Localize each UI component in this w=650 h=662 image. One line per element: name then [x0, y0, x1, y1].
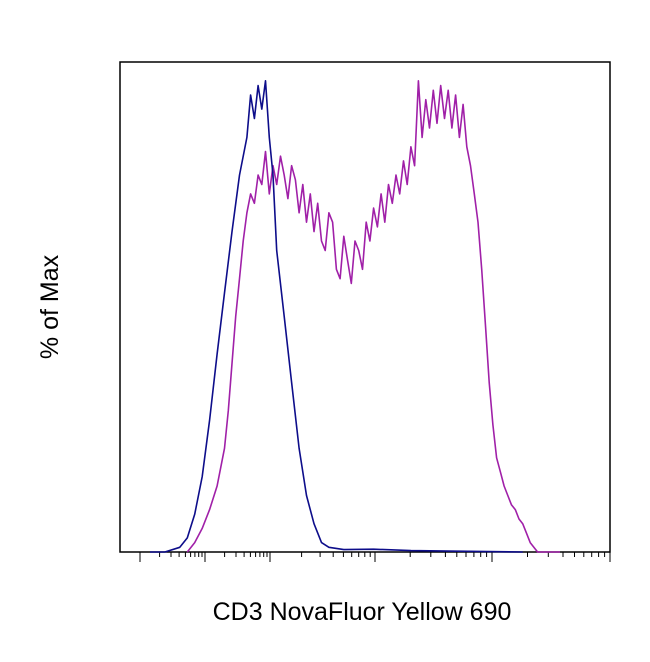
series-line-control [150, 80, 523, 553]
series-layer [150, 80, 560, 553]
y-axis-label: % of Max [36, 254, 64, 359]
x-axis-label: CD3 NovaFluor Yellow 690 [213, 598, 512, 626]
x-axis-ticks [139, 552, 611, 562]
plot-frame [119, 61, 611, 553]
series-line-stained [186, 80, 560, 553]
